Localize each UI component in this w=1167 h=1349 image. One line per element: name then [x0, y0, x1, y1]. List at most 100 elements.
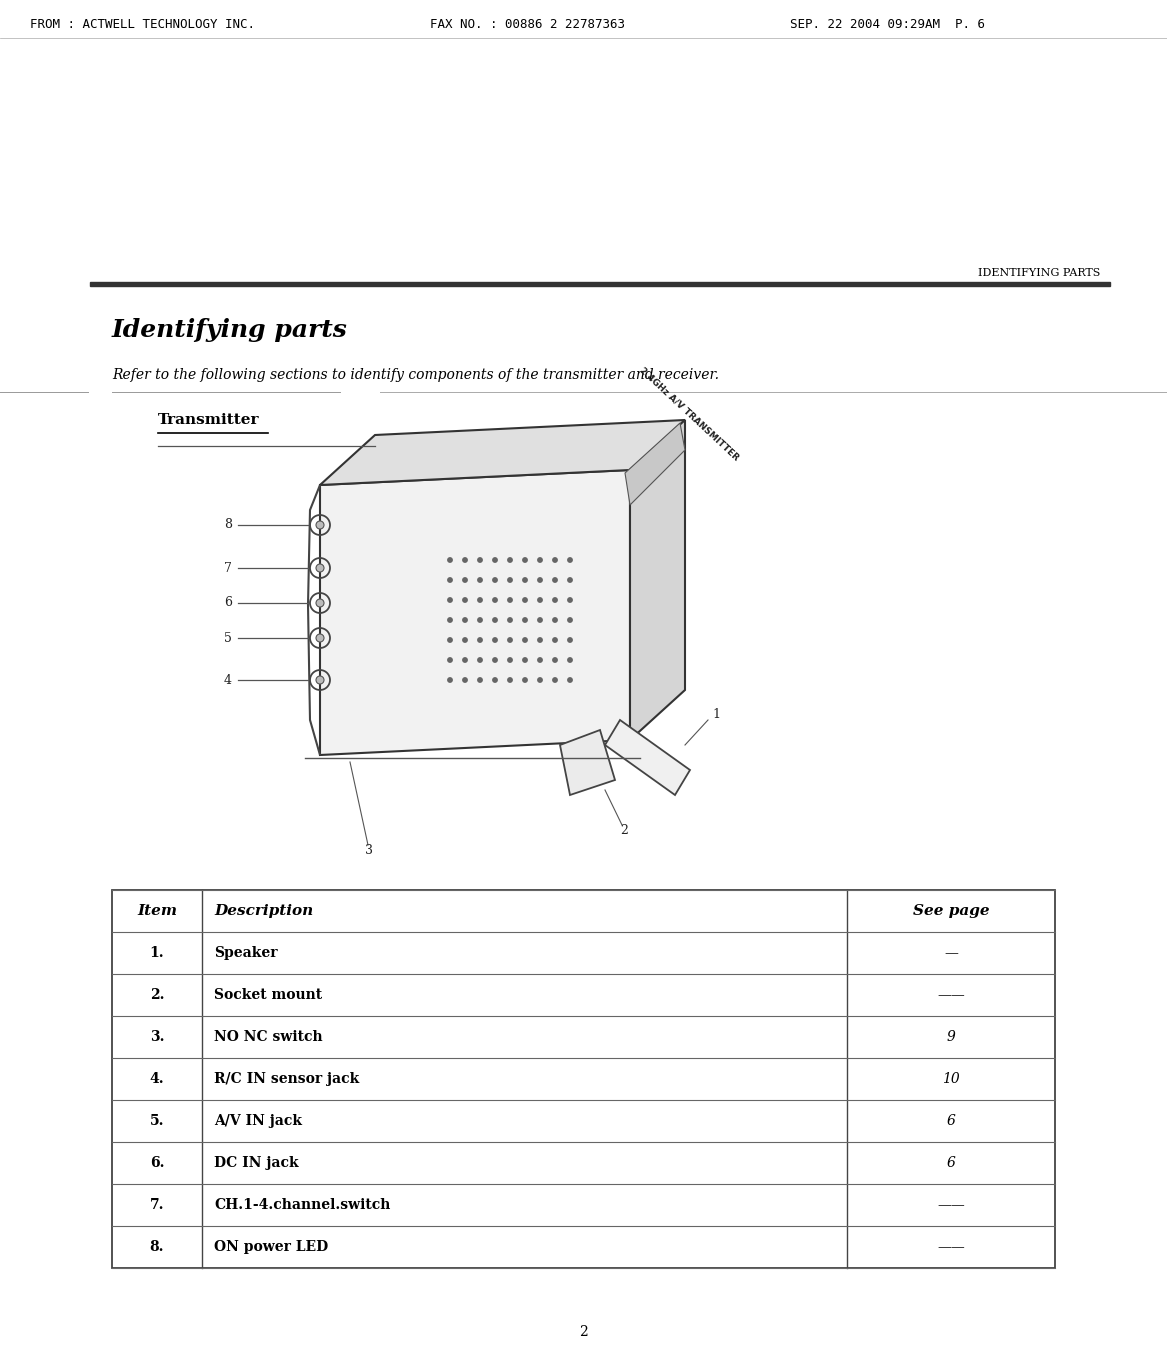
- Circle shape: [477, 677, 482, 683]
- Text: Description: Description: [214, 904, 313, 919]
- Text: Refer to the following sections to identify components of the transmitter and re: Refer to the following sections to ident…: [112, 368, 719, 382]
- Bar: [90, 282, 1110, 286]
- Circle shape: [477, 618, 482, 622]
- Text: Item: Item: [137, 904, 177, 919]
- Circle shape: [463, 677, 467, 683]
- Text: ——: ——: [937, 1198, 965, 1211]
- Polygon shape: [626, 424, 685, 505]
- Circle shape: [538, 618, 543, 622]
- Polygon shape: [630, 420, 685, 741]
- Circle shape: [508, 557, 512, 563]
- Text: ——: ——: [937, 1240, 965, 1255]
- Circle shape: [463, 598, 467, 602]
- Circle shape: [568, 658, 572, 662]
- Circle shape: [523, 618, 527, 622]
- Circle shape: [448, 618, 452, 622]
- Circle shape: [448, 557, 452, 563]
- Text: 6: 6: [946, 1114, 956, 1128]
- Text: See page: See page: [913, 904, 990, 919]
- Polygon shape: [320, 420, 685, 486]
- Polygon shape: [320, 469, 630, 755]
- Text: 10: 10: [942, 1072, 960, 1086]
- Text: 3: 3: [365, 843, 373, 857]
- Circle shape: [553, 677, 557, 683]
- Circle shape: [523, 658, 527, 662]
- Circle shape: [448, 598, 452, 602]
- Circle shape: [553, 598, 557, 602]
- Circle shape: [463, 638, 467, 642]
- Text: Speaker: Speaker: [214, 946, 278, 960]
- Circle shape: [523, 677, 527, 683]
- Polygon shape: [560, 730, 615, 795]
- Circle shape: [568, 618, 572, 622]
- Circle shape: [463, 618, 467, 622]
- Text: ——: ——: [937, 987, 965, 1002]
- Circle shape: [553, 618, 557, 622]
- Text: 7.: 7.: [149, 1198, 165, 1211]
- Text: FROM : ACTWELL TECHNOLOGY INC.: FROM : ACTWELL TECHNOLOGY INC.: [30, 18, 256, 31]
- Circle shape: [523, 557, 527, 563]
- Text: Transmitter: Transmitter: [158, 413, 259, 428]
- Circle shape: [463, 557, 467, 563]
- Circle shape: [316, 521, 324, 529]
- Circle shape: [553, 638, 557, 642]
- Text: Socket mount: Socket mount: [214, 987, 322, 1002]
- Circle shape: [508, 577, 512, 583]
- Circle shape: [508, 677, 512, 683]
- Circle shape: [448, 677, 452, 683]
- Text: FAX NO. : 00886 2 22787363: FAX NO. : 00886 2 22787363: [429, 18, 626, 31]
- Circle shape: [508, 598, 512, 602]
- Polygon shape: [605, 720, 690, 795]
- Text: 3.: 3.: [149, 1031, 165, 1044]
- Circle shape: [492, 658, 497, 662]
- Circle shape: [508, 658, 512, 662]
- Text: SEP. 22 2004 09:29AM  P. 6: SEP. 22 2004 09:29AM P. 6: [790, 18, 985, 31]
- Circle shape: [463, 577, 467, 583]
- Circle shape: [316, 564, 324, 572]
- Text: 5: 5: [224, 631, 232, 645]
- Circle shape: [508, 638, 512, 642]
- Circle shape: [316, 599, 324, 607]
- Text: R/C IN sensor jack: R/C IN sensor jack: [214, 1072, 359, 1086]
- Circle shape: [523, 577, 527, 583]
- Circle shape: [553, 577, 557, 583]
- Bar: [112, 890, 1055, 1268]
- Circle shape: [568, 577, 572, 583]
- Circle shape: [492, 677, 497, 683]
- Circle shape: [463, 658, 467, 662]
- Text: ON power LED: ON power LED: [214, 1240, 328, 1255]
- Circle shape: [477, 557, 482, 563]
- Text: 8: 8: [224, 518, 232, 532]
- Circle shape: [492, 618, 497, 622]
- Text: 2: 2: [579, 1325, 587, 1340]
- Circle shape: [477, 638, 482, 642]
- Text: 2.: 2.: [149, 987, 165, 1002]
- Circle shape: [523, 638, 527, 642]
- Circle shape: [492, 557, 497, 563]
- Text: —: —: [944, 946, 958, 960]
- Text: Identifying parts: Identifying parts: [112, 318, 348, 343]
- Circle shape: [538, 677, 543, 683]
- Text: 2.4GHz A/V TRANSMITTER: 2.4GHz A/V TRANSMITTER: [638, 366, 741, 461]
- Circle shape: [492, 638, 497, 642]
- Circle shape: [553, 658, 557, 662]
- Text: 1.: 1.: [149, 946, 165, 960]
- Circle shape: [448, 638, 452, 642]
- Text: 9: 9: [946, 1031, 956, 1044]
- Text: 5.: 5.: [149, 1114, 165, 1128]
- Circle shape: [568, 598, 572, 602]
- Text: 6: 6: [946, 1156, 956, 1170]
- Text: A/V IN jack: A/V IN jack: [214, 1114, 302, 1128]
- Text: IDENTIFYING PARTS: IDENTIFYING PARTS: [978, 268, 1100, 278]
- Circle shape: [316, 634, 324, 642]
- Circle shape: [568, 557, 572, 563]
- Text: 6.: 6.: [149, 1156, 165, 1170]
- Circle shape: [508, 618, 512, 622]
- Circle shape: [448, 577, 452, 583]
- Circle shape: [568, 638, 572, 642]
- Text: 8.: 8.: [149, 1240, 165, 1255]
- Text: 6: 6: [224, 596, 232, 610]
- Text: 4: 4: [224, 673, 232, 687]
- Circle shape: [538, 577, 543, 583]
- Circle shape: [316, 676, 324, 684]
